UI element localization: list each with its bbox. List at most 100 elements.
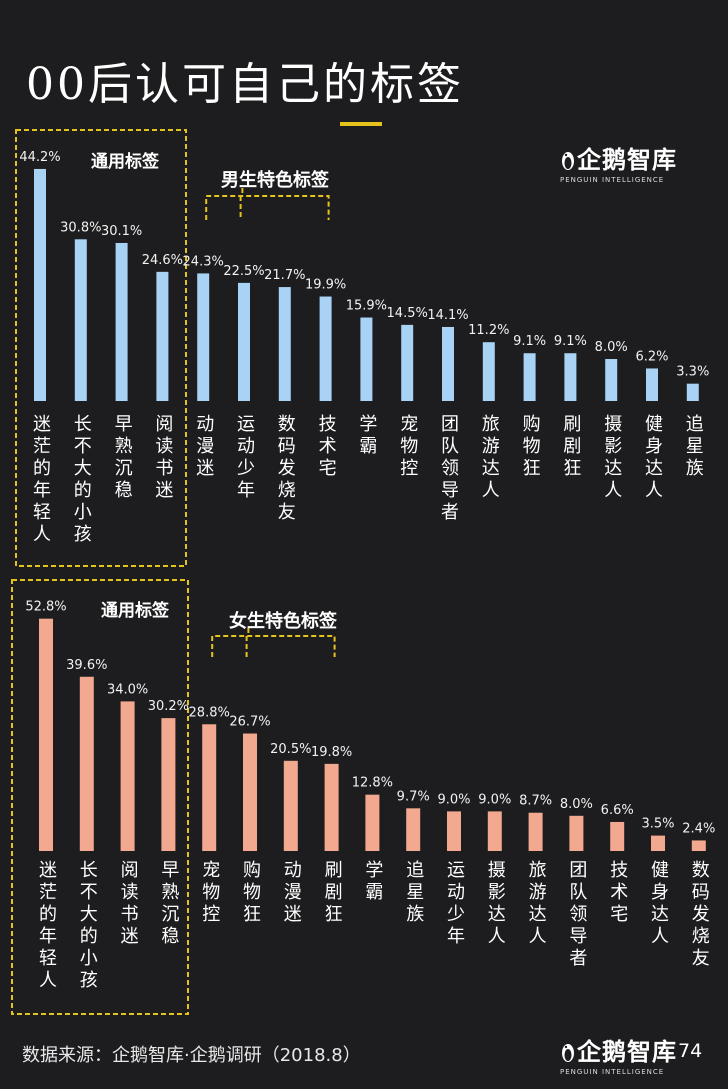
- category-label: 数码发烧友: [692, 860, 710, 969]
- category-label: 动漫迷: [284, 860, 302, 925]
- category-label-char: 剧: [325, 882, 343, 903]
- category-label-char: 影: [604, 436, 622, 457]
- category-label-char: 星: [406, 882, 424, 903]
- category-label-char: 团: [569, 860, 587, 881]
- category-label-char: 发: [278, 458, 296, 479]
- category-label-char: 动: [237, 436, 255, 457]
- category-label-char: 身: [645, 436, 663, 457]
- category-label-char: 宅: [319, 458, 337, 479]
- general-tags-box: [15, 129, 187, 567]
- bar: [686, 383, 699, 401]
- general-tags-label: 通用标签: [101, 600, 170, 621]
- bar: [202, 724, 217, 851]
- category-label-char: 烧: [278, 480, 296, 501]
- category-label-char: 读: [155, 436, 173, 457]
- bar: [569, 815, 584, 851]
- category-label-char: 物: [243, 882, 261, 903]
- value-label: 2.4%: [682, 821, 715, 836]
- category-label-char: 族: [406, 904, 424, 925]
- category-label-char: 人: [33, 524, 51, 545]
- value-label: 11.2%: [468, 323, 509, 338]
- category-label-char: 狂: [243, 904, 261, 925]
- category-label-char: 书: [121, 904, 139, 925]
- category-label-char: 年: [39, 926, 57, 947]
- bar: [156, 271, 169, 401]
- category-label-char: 年: [33, 480, 51, 501]
- category-label: 刷剧狂: [563, 414, 581, 479]
- bar: [238, 282, 250, 401]
- category-label-char: 的: [80, 926, 98, 947]
- category-label-char: 宠: [400, 414, 418, 435]
- bar: [74, 239, 87, 401]
- category-label-char: 达: [529, 904, 547, 925]
- logo-name: 企鹅智库: [577, 146, 677, 174]
- value-label: 21.7%: [264, 268, 305, 283]
- category-label: 长不大的小孩: [74, 414, 92, 545]
- value-label: 9.0%: [437, 792, 470, 807]
- category-label-char: 摄: [604, 414, 622, 435]
- category-label-char: 导: [569, 926, 587, 947]
- value-label: 6.6%: [601, 803, 634, 818]
- value-label: 26.7%: [229, 715, 270, 730]
- category-label: 追星族: [406, 860, 424, 925]
- category-label-char: 少: [447, 904, 465, 925]
- category-label-char: 达: [604, 458, 622, 479]
- value-label: 24.3%: [183, 254, 224, 269]
- category-label: 购物狂: [243, 860, 261, 925]
- category-label-char: 漫: [284, 882, 302, 903]
- category-label-char: 学: [359, 414, 377, 435]
- category-label-char: 术: [610, 882, 628, 903]
- category-label-char: 者: [569, 948, 587, 969]
- value-label: 14.5%: [387, 306, 428, 321]
- category-label-char: 狂: [325, 904, 343, 925]
- category-label: 技术宅: [610, 860, 628, 925]
- bar: [243, 733, 257, 851]
- category-label-char: 孩: [74, 524, 92, 545]
- category-label-char: 领: [441, 458, 459, 479]
- category-label-char: 的: [39, 904, 57, 925]
- category-label-char: 领: [569, 904, 587, 925]
- logo-subtitle: PENGUIN INTELLIGENCE: [560, 176, 665, 184]
- value-label: 8.0%: [560, 797, 593, 812]
- bar: [319, 296, 332, 401]
- value-label: 20.5%: [270, 742, 311, 757]
- value-label: 34.0%: [107, 682, 148, 697]
- category-label-char: 队: [441, 436, 459, 457]
- page-title: 00后认可自己的标签: [26, 59, 464, 110]
- category-label-char: 健: [651, 860, 669, 881]
- category-label: 早熟沉稳: [161, 860, 179, 947]
- category-label-char: 少: [237, 458, 255, 479]
- category-label: 运动少年: [237, 414, 255, 501]
- category-label-char: 码: [278, 436, 296, 457]
- category-label-char: 数: [692, 860, 710, 881]
- special-tags-bracket: [211, 635, 336, 657]
- category-label-char: 购: [243, 860, 261, 881]
- value-label: 39.6%: [66, 658, 107, 673]
- category-label-char: 年: [237, 480, 255, 501]
- category-label-char: 轻: [39, 948, 57, 969]
- category-label-char: 不: [80, 882, 98, 903]
- bar: [447, 811, 461, 851]
- category-label-char: 运: [237, 414, 255, 435]
- category-label-char: 读: [121, 882, 139, 903]
- category-label-char: 长: [74, 414, 92, 435]
- value-label: 30.2%: [148, 699, 189, 714]
- bar: [324, 763, 339, 851]
- category-label-char: 人: [529, 926, 547, 947]
- category-label-char: 稳: [161, 926, 179, 947]
- category-label-char: 技: [610, 860, 628, 881]
- category-label-char: 旅: [529, 860, 547, 881]
- category-label-char: 物: [523, 436, 541, 457]
- female-tags-chart: 通用标签 女生特色标签52.8%迷茫的年轻人39.6%长不大的小孩34.0%阅读书…: [11, 579, 715, 1015]
- data-source: 数据来源：企鹅智库·企鹅调研（2018.8）: [22, 1045, 361, 1066]
- bar: [401, 324, 414, 401]
- title-underline: [340, 122, 382, 126]
- category-label-char: 的: [33, 458, 51, 479]
- category-label-char: 星: [686, 436, 704, 457]
- category-label-char: 团: [441, 414, 459, 435]
- category-label-char: 身: [651, 882, 669, 903]
- category-label: 宠物控: [400, 414, 418, 479]
- value-label: 12.8%: [352, 776, 393, 791]
- category-label-char: 迷: [121, 926, 139, 947]
